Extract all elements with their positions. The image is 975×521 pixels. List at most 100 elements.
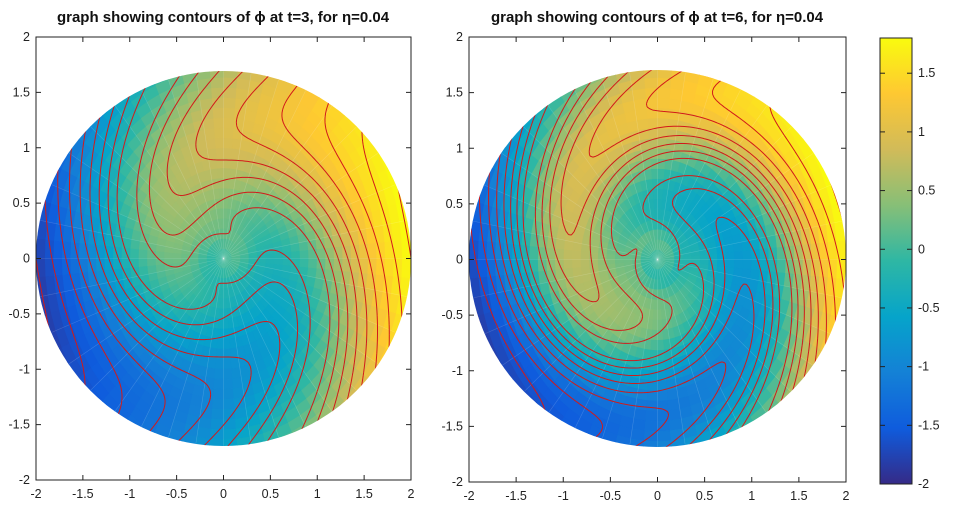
x-tick-label: 0.5 [262,487,279,501]
mesh-line [223,258,387,370]
mesh-cell [636,118,649,131]
mesh-cell [223,87,237,99]
y-tick-label: -1.5 [8,418,30,432]
mesh-cell [654,289,658,301]
mesh-cell [215,358,224,370]
mesh-cell [834,277,846,299]
mesh-cell [646,117,658,129]
mesh-cell [220,288,224,300]
mesh-cell [657,430,672,442]
mesh-cell [645,410,658,422]
mesh-cell [232,117,245,130]
mesh-cell [485,259,496,278]
mesh-cell [699,259,710,266]
mesh-cell [502,380,521,403]
mesh-line [223,258,257,446]
colorbar-tick-label: 1 [918,125,925,139]
mesh-line [60,147,224,259]
mesh-cell [213,378,224,390]
mesh-line [190,258,224,446]
mesh-cell [733,443,753,447]
mesh-cell [657,339,665,351]
x-tick-label: 1.5 [355,487,372,501]
mesh-cell [146,258,156,267]
mesh-cell [819,259,830,278]
mesh-cell [367,242,378,259]
mesh-line [102,88,224,259]
mesh-cell [223,398,235,410]
mesh-cell [834,220,846,242]
mesh-cell [177,50,194,64]
mesh-cell [784,101,803,124]
mesh-cell [469,277,481,299]
mesh-cell [567,434,586,447]
mesh-cell [338,407,357,429]
mesh-cell [628,438,645,447]
mesh-cell [772,88,792,110]
mesh-cell [562,443,582,447]
mesh-cell [627,70,644,71]
mesh-cell [223,207,228,219]
mesh-cell [238,58,253,70]
mesh-cell [537,234,549,249]
mesh-cell [209,449,224,460]
mesh-cell [268,54,285,69]
mesh-cell [137,249,148,259]
x-tick-label: -2 [463,489,474,503]
mesh-cell [115,431,135,446]
colorbar-tick-label: 0.5 [918,184,935,198]
mesh-cell [212,117,224,129]
mesh-cell [628,70,645,81]
mesh-cell [650,168,658,180]
mesh-cell [223,147,232,159]
mesh-cell [147,440,166,446]
x-tick-label: -0.5 [600,489,622,503]
mesh-cell [716,252,727,260]
mesh-cell [209,438,224,446]
mesh-cell [598,439,616,447]
y-tick-label: -2 [452,475,463,489]
mesh-line [159,258,224,446]
mesh-cell [223,137,233,149]
mesh-cell [704,45,722,60]
mesh-cell [255,463,272,477]
mesh-cell [734,259,744,269]
mesh-cell [704,459,722,474]
mesh-cell [133,71,152,85]
chart-title: graph showing contours of ϕ at t=6, for … [491,9,824,26]
mesh-cell [129,71,149,76]
mesh-cell [213,127,224,139]
mesh-cell [224,57,239,68]
mesh-cell [223,197,229,209]
mesh-cell [223,97,236,109]
mesh-cell [120,423,139,443]
mesh-cell [191,38,208,50]
mesh-cell [223,157,232,169]
mesh-line [47,182,224,259]
mesh-cell [597,252,607,260]
chart-right: graph showing contours of ϕ at t=6, for … [441,9,849,503]
mesh-cell [766,270,778,285]
mesh-cell [747,433,767,447]
mesh-cell [772,409,792,431]
x-tick-label: -1.5 [72,487,94,501]
mesh-cell [175,463,192,477]
mesh-cell [115,71,135,86]
mesh-cell [223,167,231,179]
mesh-cell [202,117,215,130]
contour-line [98,71,281,446]
mesh-cell [657,97,670,109]
mesh-cell [90,407,109,429]
contour-line [166,71,349,446]
x-tick-label: 0.5 [696,489,713,503]
mesh-cell [652,309,658,321]
mesh-cell [102,76,122,97]
mesh-cell [224,469,240,480]
mesh-cell [766,234,778,249]
mesh-cell [666,388,679,401]
mesh-cell [212,398,224,410]
mesh-cell [625,469,642,481]
mesh-cell [212,107,224,119]
mesh-cell [666,128,678,141]
mesh-cell [159,457,177,472]
